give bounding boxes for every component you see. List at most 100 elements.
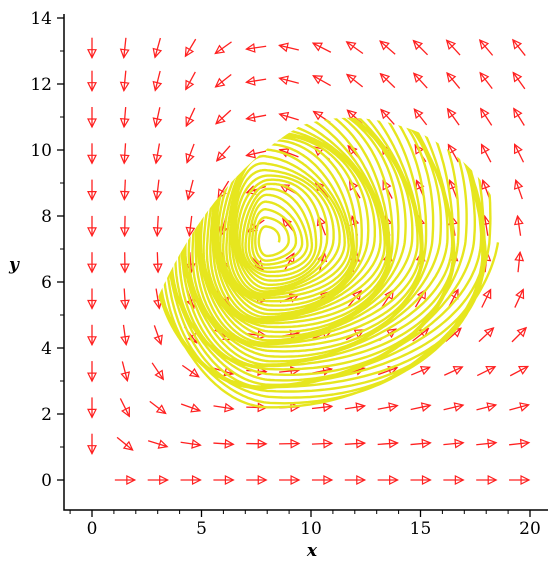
field-arrow	[119, 143, 130, 165]
trajectory-path	[148, 117, 500, 409]
y-ticks: 0 2 4 6 8 10 12 14	[30, 9, 64, 491]
field-arrow	[246, 438, 268, 449]
field-arrow	[279, 475, 301, 485]
field-arrow	[214, 41, 232, 55]
field-arrow	[152, 252, 163, 274]
field-arrow	[443, 365, 464, 376]
x-tick-label: 15	[410, 519, 432, 539]
field-arrow	[311, 402, 334, 413]
x-tick-label: 10	[300, 519, 322, 539]
field-arrow	[311, 438, 334, 449]
field-arrow	[119, 70, 130, 92]
field-arrow	[513, 107, 525, 126]
field-arrow	[446, 107, 460, 126]
field-arrow	[152, 215, 163, 238]
field-arrow	[213, 438, 235, 449]
field-arrow	[87, 143, 97, 165]
field-arrow	[153, 325, 163, 346]
field-arrow	[245, 148, 267, 159]
field-arrow	[147, 475, 170, 485]
field-arrow	[152, 107, 163, 129]
field-arrow	[119, 252, 130, 274]
field-arrow	[379, 40, 396, 55]
field-arrow	[476, 366, 497, 377]
field-arrow	[245, 112, 267, 123]
field-arrow	[87, 37, 97, 60]
field-arrow	[379, 72, 396, 89]
field-arrow	[147, 439, 169, 449]
field-arrow	[279, 438, 301, 449]
x-axis-label: x	[306, 541, 318, 561]
field-arrow	[213, 475, 235, 485]
field-arrow	[151, 362, 165, 381]
field-arrow	[214, 73, 232, 88]
x-tick-label: 0	[87, 519, 98, 539]
y-tick-label: 14	[30, 9, 52, 29]
field-arrow	[119, 179, 130, 201]
field-arrow	[446, 71, 461, 89]
field-arrow	[479, 71, 493, 90]
field-arrow	[377, 402, 399, 413]
field-arrow	[311, 475, 334, 485]
field-arrow	[443, 475, 465, 485]
x-tick-label: 5	[196, 519, 207, 539]
field-arrow	[215, 145, 231, 162]
field-arrow	[152, 143, 163, 165]
field-arrow	[185, 143, 195, 164]
x-tick-label: 20	[519, 519, 541, 539]
field-arrow	[87, 215, 97, 238]
field-arrow	[513, 178, 524, 200]
field-arrow	[410, 438, 432, 449]
field-arrow	[181, 364, 200, 378]
field-arrow	[185, 179, 196, 201]
field-arrow	[476, 475, 498, 485]
y-tick-label: 8	[41, 207, 52, 227]
field-arrow	[509, 365, 530, 377]
field-arrow	[87, 433, 97, 456]
field-arrow	[180, 403, 202, 413]
field-arrow	[87, 179, 97, 201]
field-arrow	[185, 107, 196, 128]
field-arrow	[185, 215, 196, 238]
field-arrow	[514, 250, 525, 273]
y-tick-label: 10	[30, 141, 52, 161]
field-arrow	[447, 143, 459, 163]
field-arrow	[180, 475, 202, 485]
field-arrow	[149, 400, 167, 415]
trajectory	[148, 117, 500, 409]
field-arrow	[87, 397, 97, 419]
field-arrow	[344, 438, 367, 449]
field-arrow	[119, 398, 130, 418]
field-arrow	[185, 71, 196, 91]
field-arrow	[443, 438, 465, 449]
field-arrow	[481, 178, 491, 200]
field-arrow	[345, 73, 364, 88]
field-arrow	[443, 402, 465, 412]
field-arrow	[377, 475, 399, 485]
field-arrow	[180, 438, 202, 449]
field-arrow	[184, 38, 197, 58]
field-arrow	[114, 475, 137, 485]
field-arrow	[278, 75, 299, 86]
field-arrow	[87, 361, 97, 383]
field-arrow	[87, 288, 97, 310]
field-arrow	[412, 39, 429, 56]
y-tick-label: 0	[41, 471, 52, 491]
field-arrow	[478, 39, 494, 56]
field-arrow	[511, 326, 528, 343]
field-arrow	[119, 288, 130, 310]
vector-field	[87, 37, 531, 485]
field-arrow	[345, 41, 364, 55]
field-arrow	[311, 42, 332, 53]
axes	[63, 14, 548, 511]
field-arrow	[410, 402, 432, 412]
field-arrow	[87, 70, 97, 93]
field-arrow	[413, 108, 428, 126]
field-arrow	[476, 438, 498, 449]
y-tick-label: 4	[41, 339, 52, 359]
field-arrow	[513, 214, 524, 236]
field-arrow	[87, 252, 97, 274]
field-arrow	[476, 402, 498, 412]
field-arrow	[509, 475, 531, 485]
y-tick-label: 2	[41, 405, 52, 425]
